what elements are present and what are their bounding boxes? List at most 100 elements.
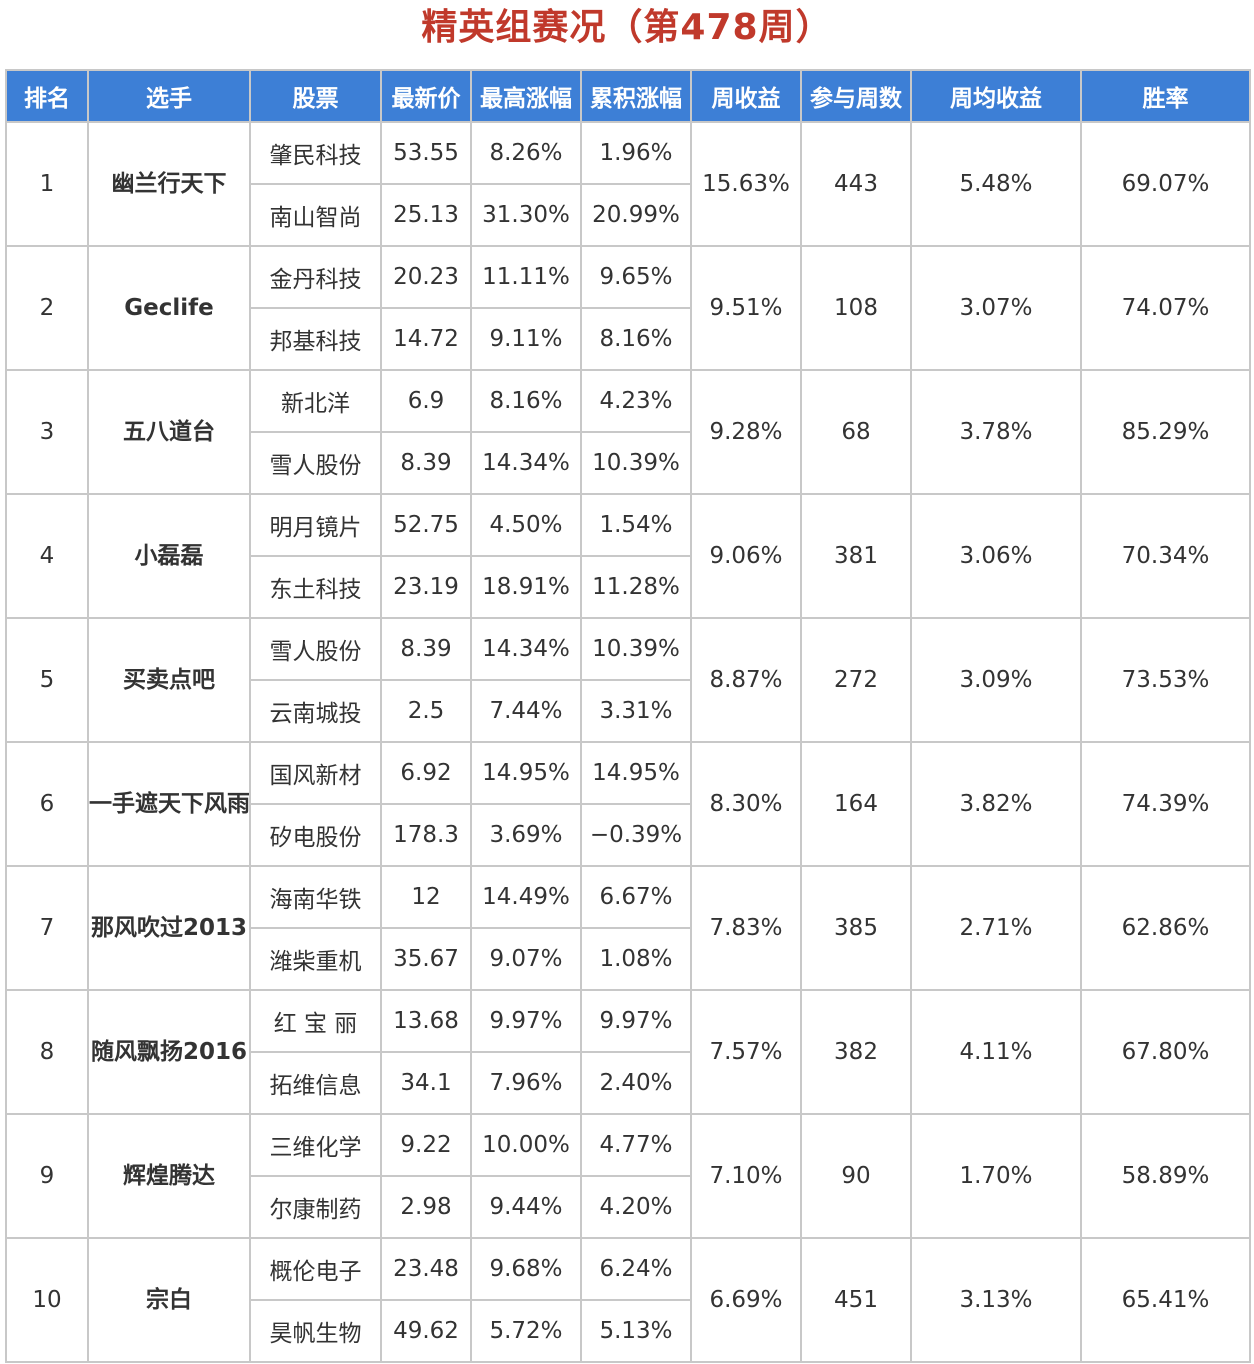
stock-name: 红 宝 丽 (249, 989, 382, 1053)
table-row: 潍柴重机 35.67 9.07% 1.08% (6, 927, 1250, 991)
stock-name: 肇民科技 (249, 121, 382, 185)
weekly-return: 7.57% (690, 989, 802, 1115)
max-gain: 9.68% (470, 1237, 582, 1301)
header-weekly-return: 周收益 (690, 69, 802, 123)
player-name: Geclife (87, 245, 251, 371)
weeks-count: 451 (800, 1237, 912, 1363)
table-row: 雪人股份 8.39 14.34% 10.39% (6, 431, 1250, 495)
table-body: 1 幽兰行天下 肇民科技 53.55 8.26% 1.96% 15.63% 443 5.48% 6… (5, 121, 1251, 1363)
weekly-return: 7.10% (690, 1113, 802, 1239)
max-gain: 7.44% (470, 679, 582, 743)
player-name: 五八道台 (87, 369, 251, 495)
stock-name: 明月镜片 (249, 493, 382, 557)
player-name: 宗白 (87, 1237, 251, 1363)
rank-cell: 1 (5, 121, 89, 247)
table-row: 云南城投 2.5 7.44% 3.31% (6, 679, 1250, 743)
stock-name: 尔康制药 (249, 1175, 382, 1239)
table-row: 2 Geclife 金丹科技 20.23 11.11% 9.65% 9.51% 108 3.07… (5, 245, 1251, 371)
latest-price: 8.39 (380, 431, 472, 495)
latest-price: 20.23 (380, 245, 472, 309)
stock-name: 矽电股份 (249, 803, 382, 867)
ranking-table: 排名 选手 股票 最新价 最高涨幅 累积涨幅 周收益 参与周数 周均收益 胜率 … (5, 69, 1251, 1363)
weeks-count: 385 (800, 865, 912, 991)
avg-weekly-return: 4.11% (910, 989, 1082, 1115)
stock-name: 南山智尚 (249, 183, 382, 247)
stock-name: 雪人股份 (249, 431, 382, 495)
max-gain: 18.91% (470, 555, 582, 619)
win-rate: 70.34% (1080, 493, 1251, 619)
rank-cell: 9 (5, 1113, 89, 1239)
latest-price: 34.1 (380, 1051, 472, 1115)
win-rate: 73.53% (1080, 617, 1251, 743)
weeks-count: 381 (800, 493, 912, 619)
latest-price: 6.92 (380, 741, 472, 805)
rank-cell: 8 (5, 989, 89, 1115)
win-rate: 74.07% (1080, 245, 1251, 371)
player-name: 随风飘扬2016 (87, 989, 251, 1115)
rank-cell: 3 (5, 369, 89, 495)
table-row: 东土科技 23.19 18.91% 11.28% (6, 555, 1250, 619)
weekly-return: 15.63% (690, 121, 802, 247)
table-row: 尔康制药 2.98 9.44% 4.20% (6, 1175, 1250, 1239)
cumulative-gain: 4.23% (580, 369, 692, 433)
max-gain: 9.44% (470, 1175, 582, 1239)
stock-name: 邦基科技 (249, 307, 382, 371)
stock-name: 拓维信息 (249, 1051, 382, 1115)
rank-cell: 5 (5, 617, 89, 743)
page-title: 精英组赛况（第478周） (421, 7, 833, 48)
weekly-return: 9.51% (690, 245, 802, 371)
cumulative-gain: 6.67% (580, 865, 692, 929)
stock-name: 雪人股份 (249, 617, 382, 681)
cumulative-gain: 11.28% (580, 555, 692, 619)
win-rate: 58.89% (1080, 1113, 1251, 1239)
player-name: 买卖点吧 (87, 617, 251, 743)
header-latest-price: 最新价 (380, 69, 472, 123)
cumulative-gain: 4.20% (580, 1175, 692, 1239)
table-row: 1 幽兰行天下 肇民科技 53.55 8.26% 1.96% 15.63% 443 5.48% 6… (5, 121, 1251, 247)
max-gain: 11.11% (470, 245, 582, 309)
weekly-return: 7.83% (690, 865, 802, 991)
table-row: 3 五八道台 新北洋 6.9 8.16% 4.23% 9.28% 68 3.78% 85.29% (5, 369, 1251, 495)
cumulative-gain: 10.39% (580, 617, 692, 681)
weekly-return: 6.69% (690, 1237, 802, 1363)
max-gain: 10.00% (470, 1113, 582, 1177)
cumulative-gain: 6.24% (580, 1237, 692, 1301)
win-rate: 65.41% (1080, 1237, 1251, 1363)
stock-name: 昊帆生物 (249, 1299, 382, 1363)
latest-price: 12 (380, 865, 472, 929)
table-row: 7 那风吹过2013 海南华铁 12 14.49% 6.67% 7.83% 385 2.71% 6… (5, 865, 1251, 991)
header-cumulative-gain: 累积涨幅 (580, 69, 692, 123)
latest-price: 25.13 (380, 183, 472, 247)
header-rank: 排名 (5, 69, 89, 123)
player-name: 小磊磊 (87, 493, 251, 619)
table-row: 6 一手遮天下风雨 国风新材 6.92 14.95% 14.95% 8.30% 164 3.82… (5, 741, 1251, 867)
avg-weekly-return: 1.70% (910, 1113, 1082, 1239)
max-gain: 9.97% (470, 989, 582, 1053)
header-win-rate: 胜率 (1080, 69, 1251, 123)
cumulative-gain: 14.95% (580, 741, 692, 805)
header-weeks: 参与周数 (800, 69, 912, 123)
win-rate: 85.29% (1080, 369, 1251, 495)
cumulative-gain: 1.96% (580, 121, 692, 185)
latest-price: 178.3 (380, 803, 472, 867)
latest-price: 23.48 (380, 1237, 472, 1301)
table-row: 5 买卖点吧 雪人股份 8.39 14.34% 10.39% 8.87% 272 3.09% 73… (5, 617, 1251, 743)
cumulative-gain: 1.08% (580, 927, 692, 991)
stock-name: 东土科技 (249, 555, 382, 619)
player-name: 幽兰行天下 (87, 121, 251, 247)
weeks-count: 108 (800, 245, 912, 371)
avg-weekly-return: 2.71% (910, 865, 1082, 991)
table-row: 昊帆生物 49.62 5.72% 5.13% (6, 1299, 1250, 1363)
max-gain: 8.16% (470, 369, 582, 433)
stock-name: 金丹科技 (249, 245, 382, 309)
latest-price: 52.75 (380, 493, 472, 557)
cumulative-gain: 1.54% (580, 493, 692, 557)
table-row: 拓维信息 34.1 7.96% 2.40% (6, 1051, 1250, 1115)
latest-price: 53.55 (380, 121, 472, 185)
stock-name: 潍柴重机 (249, 927, 382, 991)
stock-name: 三维化学 (249, 1113, 382, 1177)
win-rate: 67.80% (1080, 989, 1251, 1115)
weeks-count: 382 (800, 989, 912, 1115)
rank-cell: 6 (5, 741, 89, 867)
rank-cell: 10 (5, 1237, 89, 1363)
